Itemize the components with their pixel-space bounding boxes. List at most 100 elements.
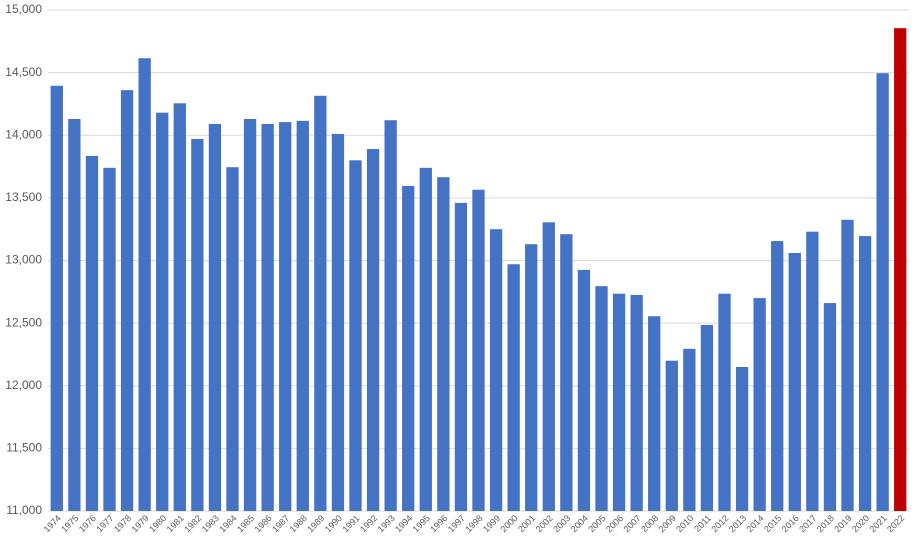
bar bbox=[542, 222, 555, 511]
x-tick-label: 1979 bbox=[130, 513, 151, 534]
x-tick-label: 2005 bbox=[586, 513, 607, 534]
bar bbox=[331, 133, 345, 511]
bar bbox=[50, 85, 63, 512]
x-tick-label: 2008 bbox=[639, 513, 660, 534]
bar bbox=[68, 118, 81, 511]
x-tick-label: 1983 bbox=[200, 513, 221, 534]
bar bbox=[753, 298, 766, 511]
x-tick-label: 1999 bbox=[481, 513, 502, 534]
x-tick-label: 1982 bbox=[182, 513, 203, 534]
x-tick-label: 1994 bbox=[393, 513, 414, 534]
x-tick-label: 1977 bbox=[94, 513, 115, 534]
y-tick-label: 15,000 bbox=[5, 2, 42, 16]
bar bbox=[595, 286, 608, 511]
bar bbox=[630, 294, 643, 511]
x-tick-label: 1987 bbox=[270, 513, 291, 534]
y-tick-label: 13,500 bbox=[5, 190, 42, 204]
y-tick-label: 12,000 bbox=[5, 378, 42, 392]
bar bbox=[156, 112, 169, 511]
x-tick-label: 1975 bbox=[59, 513, 80, 534]
x-tick-label: 2001 bbox=[516, 513, 537, 534]
x-tick-label: 1996 bbox=[428, 513, 449, 534]
bar bbox=[472, 189, 485, 511]
x-tick-label: 1974 bbox=[42, 513, 63, 534]
x-tick-label: 2013 bbox=[727, 513, 748, 534]
bar bbox=[577, 269, 591, 511]
bar bbox=[806, 231, 819, 511]
y-tick-label: 13,000 bbox=[5, 253, 42, 267]
x-tick-label: 2006 bbox=[604, 513, 625, 534]
bar bbox=[208, 123, 222, 511]
y-tick-label: 14,500 bbox=[5, 65, 42, 79]
x-tick-label: 2021 bbox=[868, 513, 889, 534]
bar bbox=[700, 325, 714, 511]
x-tick-label: 1989 bbox=[305, 513, 326, 534]
bar bbox=[788, 252, 801, 512]
bar bbox=[173, 103, 186, 511]
bar bbox=[384, 120, 397, 511]
x-tick-label: 1998 bbox=[463, 513, 484, 534]
bar bbox=[841, 219, 854, 511]
bar bbox=[366, 149, 380, 511]
bar bbox=[226, 167, 239, 511]
bar bbox=[489, 229, 503, 511]
x-tick-label: 1985 bbox=[235, 513, 256, 534]
x-tick-label: 1984 bbox=[217, 513, 238, 534]
x-tick-label: 2007 bbox=[622, 513, 643, 534]
bar bbox=[103, 167, 116, 511]
bar bbox=[243, 118, 257, 511]
x-tick-label: 2010 bbox=[674, 513, 695, 534]
x-tick-label: 2015 bbox=[762, 513, 783, 534]
bar bbox=[138, 58, 151, 511]
x-tick-label: 1986 bbox=[253, 513, 274, 534]
x-tick-label: 1992 bbox=[358, 513, 379, 534]
x-tick-label: 1988 bbox=[288, 513, 309, 534]
x-tick-label: 1981 bbox=[165, 513, 186, 534]
x-tick-label: 2000 bbox=[499, 513, 520, 534]
bar bbox=[718, 293, 731, 511]
y-tick-label: 12,500 bbox=[5, 315, 42, 329]
bar bbox=[314, 95, 327, 511]
x-tick-label: 1997 bbox=[446, 513, 467, 534]
x-tick-label: 2022 bbox=[885, 513, 906, 534]
x-tick-label: 1991 bbox=[340, 513, 361, 534]
bar bbox=[279, 122, 292, 511]
bar bbox=[876, 73, 889, 511]
bar bbox=[525, 244, 538, 511]
x-tick-label: 2011 bbox=[692, 513, 713, 534]
bar bbox=[858, 236, 872, 512]
x-tick-label: 2018 bbox=[815, 513, 836, 534]
x-tick-label: 2009 bbox=[657, 513, 678, 534]
x-tick-label: 1980 bbox=[147, 513, 168, 534]
bar bbox=[735, 366, 749, 511]
y-tick-label: 11,500 bbox=[6, 441, 42, 455]
x-tick-label: 1990 bbox=[323, 513, 344, 534]
bar bbox=[349, 160, 362, 512]
x-tick-label: 1995 bbox=[411, 513, 432, 534]
bar bbox=[771, 241, 784, 511]
bar bbox=[560, 234, 573, 511]
bar bbox=[437, 177, 450, 512]
x-tick-label: 1976 bbox=[77, 513, 98, 534]
bar bbox=[419, 167, 432, 511]
bar bbox=[85, 155, 99, 511]
bar bbox=[683, 348, 696, 511]
bar bbox=[894, 28, 907, 511]
x-tick-label: 2003 bbox=[551, 513, 572, 534]
x-tick-label: 2016 bbox=[780, 513, 801, 534]
bar bbox=[665, 360, 678, 511]
bar bbox=[823, 303, 837, 511]
bar bbox=[191, 139, 204, 511]
bar bbox=[261, 123, 274, 511]
x-tick-label: 1993 bbox=[376, 513, 397, 534]
x-tick-label: 2020 bbox=[850, 513, 871, 534]
bar bbox=[648, 316, 661, 511]
x-tick-label: 2014 bbox=[745, 513, 766, 534]
y-tick-label: 14,000 bbox=[5, 127, 42, 141]
x-tick-label: 2004 bbox=[569, 513, 590, 534]
x-tick-label: 2002 bbox=[534, 513, 555, 534]
bar bbox=[612, 293, 626, 511]
bar bbox=[454, 202, 468, 511]
x-tick-label: 2019 bbox=[832, 513, 853, 534]
